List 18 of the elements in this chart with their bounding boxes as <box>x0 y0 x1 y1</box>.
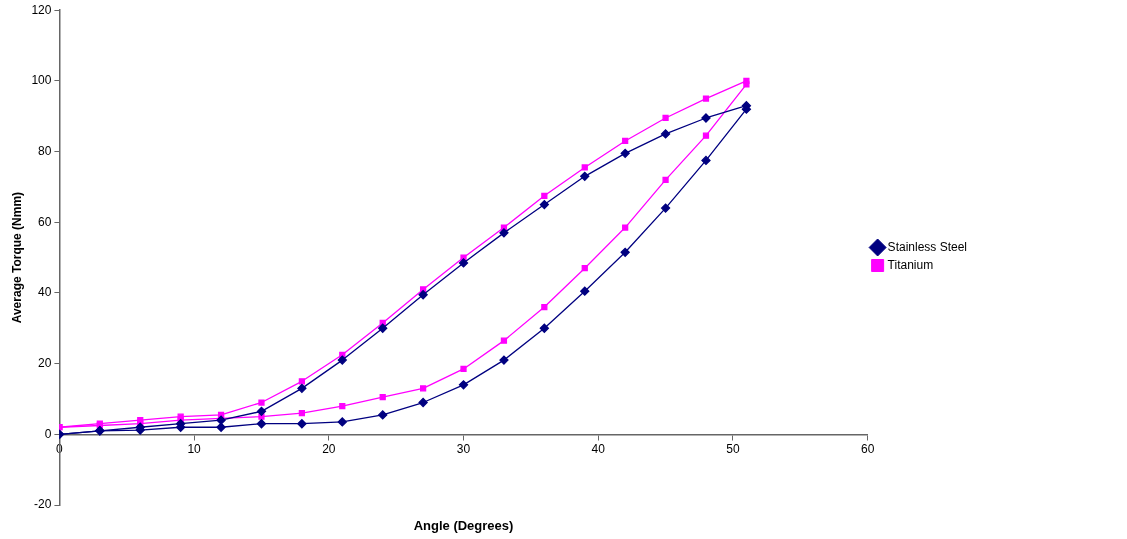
x-tick-label: 40 <box>591 441 606 456</box>
y-tick-label: -20 <box>34 497 52 512</box>
y-tick-label: 60 <box>38 214 52 229</box>
y-tick-label: 80 <box>38 143 52 158</box>
y-tick-label: 120 <box>31 2 52 17</box>
x-tick-label: 50 <box>726 441 740 456</box>
x-tick-label: 20 <box>322 441 336 456</box>
x-tick-label: 10 <box>187 441 202 456</box>
y-tick-label: 100 <box>31 73 52 88</box>
y-tick-label: 20 <box>38 355 52 370</box>
legend-label: Titanium <box>887 257 934 272</box>
x-axis-title: Angle (Degrees) <box>413 518 514 534</box>
legend-label: Stainless Steel <box>887 239 968 254</box>
y-tick-label: 0 <box>44 426 52 441</box>
y-tick-label: 40 <box>38 285 52 300</box>
y-axis-title: Average Torque (Nmm) <box>9 191 24 324</box>
x-tick-label: 30 <box>456 441 471 456</box>
x-tick-label: 60 <box>860 441 875 456</box>
